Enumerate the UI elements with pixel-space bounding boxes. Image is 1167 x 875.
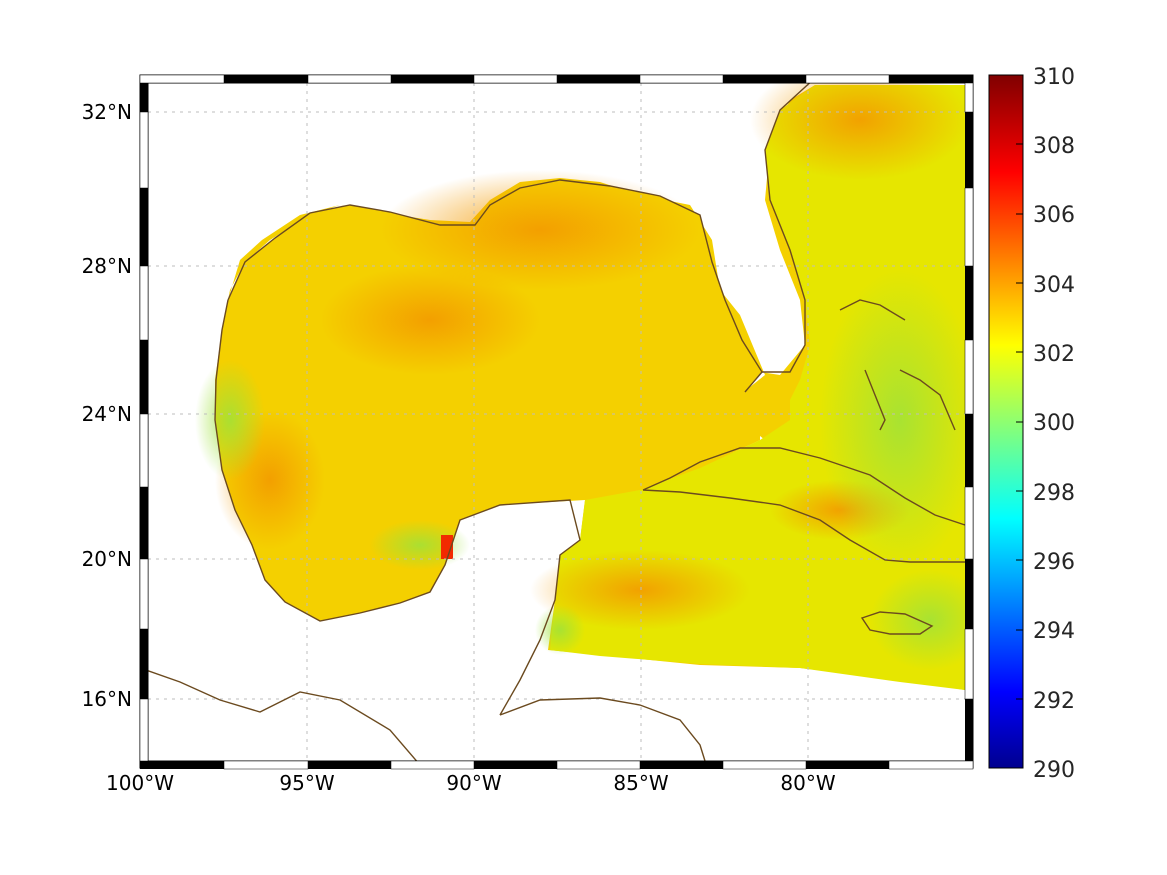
longitude-labels: 100°W 95°W 90°W 85°W 80°W	[106, 771, 836, 795]
colorbar-label-294: 294	[1033, 619, 1075, 644]
lat-label-28n: 28°N	[82, 254, 132, 278]
colorbar-label-300: 300	[1033, 411, 1075, 436]
colorbar-label-302: 302	[1033, 342, 1075, 367]
lat-label-24n: 24°N	[82, 402, 132, 426]
colorbar-label-310: 310	[1033, 65, 1075, 90]
colorbar-label-304: 304	[1033, 273, 1075, 298]
map-frame	[139, 74, 974, 770]
coastlines	[148, 83, 966, 761]
colorbar-label-296: 296	[1033, 550, 1075, 575]
colorbar-label-292: 292	[1033, 689, 1075, 714]
gulf-coastline	[227, 179, 763, 393]
florida-atlantic-coastline	[762, 83, 811, 373]
lon-label-100w: 100°W	[106, 771, 174, 795]
lon-label-85w: 85°W	[613, 771, 668, 795]
bahamas-coastline	[839, 299, 956, 431]
colorbar-label-298: 298	[1033, 481, 1075, 506]
central-america-coastline	[148, 670, 418, 761]
lon-label-80w: 80°W	[780, 771, 835, 795]
lat-label-20n: 20°N	[82, 547, 132, 571]
mexico-coastline	[214, 299, 581, 716]
honduras-coastline	[499, 697, 706, 761]
sst-field	[195, 83, 966, 690]
colorbar-label-306: 306	[1033, 203, 1075, 228]
colorbar-ticks	[1016, 143, 1023, 700]
lat-label-16n: 16°N	[82, 687, 132, 711]
colorbar-label-308: 308	[1033, 134, 1075, 159]
lon-label-90w: 90°W	[446, 771, 501, 795]
lon-label-95w: 95°W	[279, 771, 334, 795]
colorbar-label-290: 290	[1033, 758, 1075, 783]
lat-label-32n: 32°N	[82, 100, 132, 124]
colorbar: 310 308 306 304 302 300 298 296 294 292 …	[988, 65, 1075, 783]
cuba-coastline	[642, 447, 966, 563]
latitude-labels: 32°N 28°N 24°N 20°N 16°N	[82, 100, 132, 711]
jamaica-coastline	[860, 611, 934, 635]
